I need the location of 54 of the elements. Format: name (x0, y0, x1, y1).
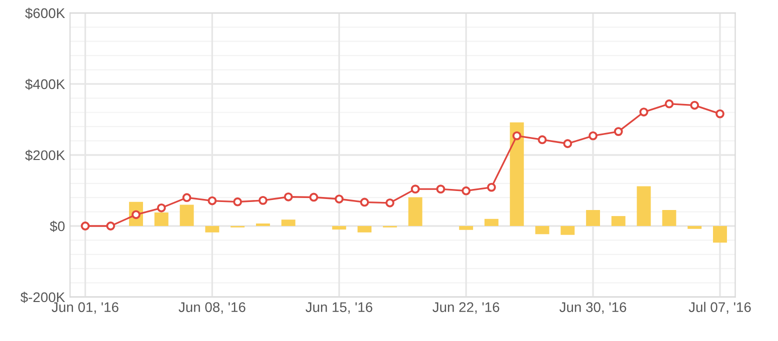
point (639, 108, 648, 116)
point (538, 135, 547, 144)
point (334, 194, 344, 204)
bar (535, 226, 550, 234)
point (233, 197, 242, 206)
bar (662, 210, 676, 226)
point (716, 109, 724, 118)
point (487, 182, 496, 192)
bar (586, 210, 600, 226)
point (208, 196, 217, 206)
bar (560, 226, 575, 235)
bar (408, 197, 422, 226)
point (563, 139, 572, 148)
point (588, 131, 598, 140)
point (664, 99, 674, 108)
point (258, 196, 268, 205)
bar (510, 122, 524, 226)
point (385, 198, 394, 208)
bar (154, 212, 168, 226)
point (182, 193, 192, 202)
bar (180, 204, 194, 226)
point (106, 222, 116, 230)
point (410, 184, 420, 194)
point (156, 203, 166, 212)
x-tick-label: Jun 15, '16 (306, 302, 372, 314)
point (284, 192, 293, 202)
point (360, 198, 369, 207)
x-tick-label: Jul 07, '16 (688, 302, 751, 314)
point (80, 222, 90, 230)
bar (484, 218, 498, 226)
bar (332, 226, 346, 230)
y-tick-label: $200K (25, 150, 66, 161)
point (462, 186, 471, 196)
x-tick-label: Jun 22, '16 (432, 302, 500, 314)
x-tick-label: Jun 08, '16 (178, 302, 246, 314)
bar (358, 226, 372, 232)
y-tick-label: $0 (50, 220, 65, 232)
point (512, 131, 522, 140)
bar (636, 186, 651, 226)
bar (712, 226, 727, 243)
x-tick-label: Jun 30, '16 (559, 302, 626, 314)
x-tick-label: Jun 01, '16 (52, 302, 118, 314)
bar (205, 226, 220, 232)
point (690, 100, 700, 110)
y-tick-label: $-200K (20, 292, 66, 304)
point (614, 127, 623, 136)
bar (688, 226, 702, 229)
point (436, 184, 446, 194)
y-tick-label: $400K (25, 78, 66, 90)
bar (459, 226, 474, 230)
bar (281, 220, 296, 226)
point (309, 192, 318, 202)
bar (611, 216, 626, 226)
y-tick-label: $600K (25, 8, 66, 19)
